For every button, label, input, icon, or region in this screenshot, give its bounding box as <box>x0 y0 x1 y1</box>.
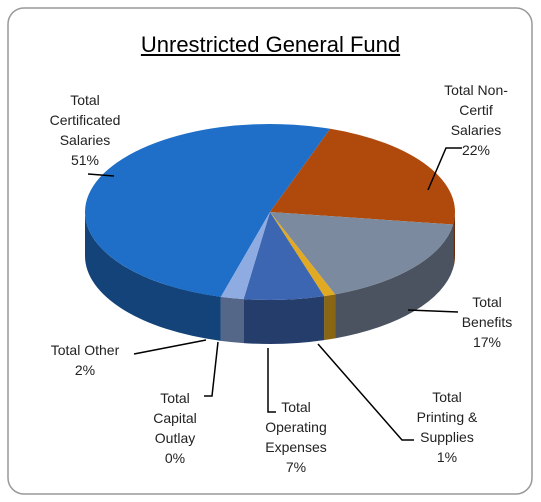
leader-line <box>267 348 276 413</box>
slice-side <box>243 296 325 344</box>
slice-label: Total Other 2% <box>30 340 140 380</box>
leader-line <box>133 339 207 355</box>
slice-side <box>335 224 454 339</box>
category-label: Total Certificated Salaries <box>49 92 121 148</box>
category-label: Total Capital Outlay <box>153 390 197 446</box>
value-label: 7% <box>285 459 307 475</box>
category-label: Total Benefits <box>461 294 513 330</box>
leader-line <box>427 147 462 191</box>
category-label: Total Other <box>50 342 120 358</box>
category-label: Total Printing & Supplies <box>416 389 478 445</box>
value-label: 0% <box>164 450 186 466</box>
slice-label: Total Benefits 17% <box>452 292 522 352</box>
slice <box>220 212 270 300</box>
slice <box>270 212 454 295</box>
leader-line <box>317 343 414 441</box>
chart-title: Unrestricted General Fund <box>140 32 401 57</box>
value-label: 1% <box>436 449 458 465</box>
slice-label: Total Certificated Salaries 51% <box>35 90 135 170</box>
category-label: Total Non-Certif Salaries <box>444 82 508 138</box>
slice-label: Total Non-Certif Salaries 22% <box>439 80 513 160</box>
slice <box>270 128 456 225</box>
value-label: 51% <box>70 152 100 168</box>
pie <box>84 123 456 344</box>
slice-label: Total Operating Expenses 7% <box>254 397 338 477</box>
slice-side <box>324 294 336 341</box>
category-label: Total Operating Expenses <box>265 399 327 455</box>
slice-side <box>220 296 244 344</box>
slice <box>270 212 336 297</box>
value-label: 22% <box>461 142 491 158</box>
slice <box>84 123 331 297</box>
slice-label: Total Printing & Supplies 1% <box>407 387 487 467</box>
slice-side <box>453 212 455 269</box>
value-label: 17% <box>472 334 502 350</box>
slice-label: Total Capital Outlay 0% <box>145 388 205 468</box>
slice <box>243 212 325 300</box>
leader-line <box>87 173 115 177</box>
slice-side <box>85 212 221 341</box>
leader-lines <box>87 147 462 441</box>
leader-line <box>204 341 219 397</box>
leader-line <box>407 309 459 313</box>
value-label: 2% <box>74 362 96 378</box>
